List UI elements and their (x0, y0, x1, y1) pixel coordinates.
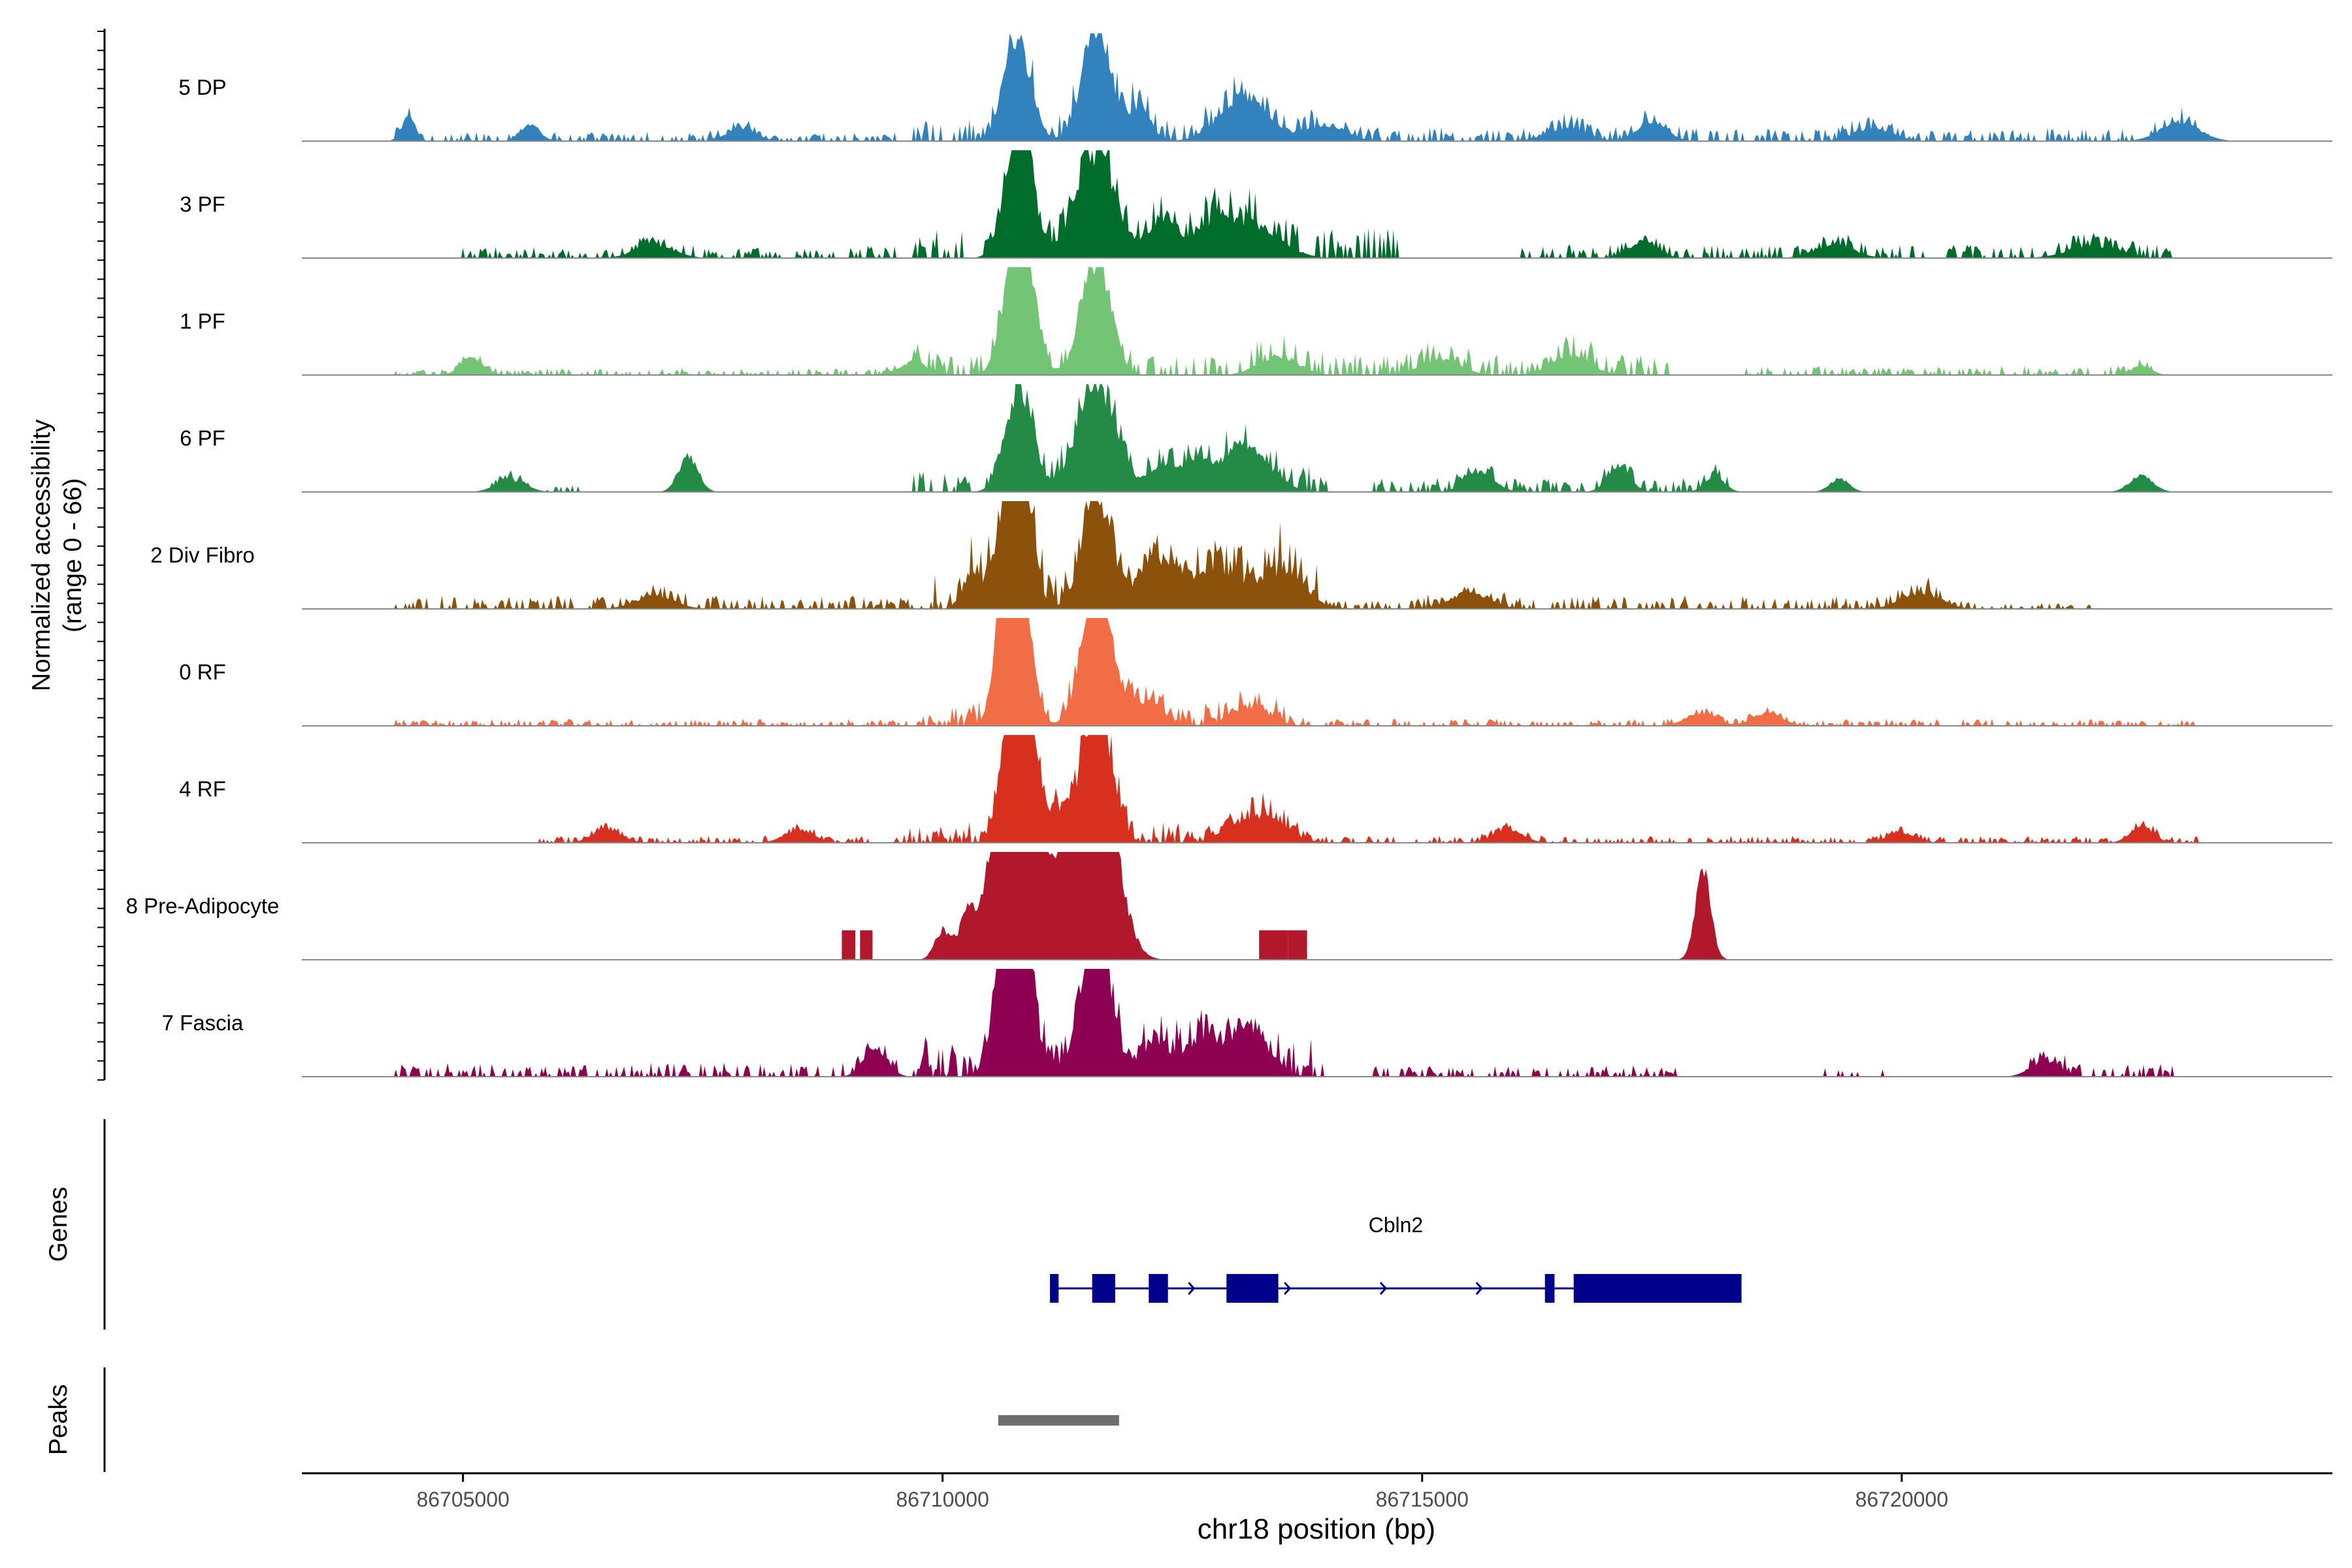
coverage-area-3 (302, 384, 2332, 492)
track-label-0: 5 DP (178, 75, 226, 99)
coverage-area-5 (302, 618, 2332, 726)
y-axis-title: Normalized accessibility (27, 419, 56, 691)
coverage-block-7-0 (841, 930, 856, 960)
track-label-4: 2 Div Fibro (150, 543, 255, 567)
x-tick-label-3: 86720000 (1855, 1488, 1948, 1511)
coverage-block-7-5 (1043, 927, 1058, 960)
x-axis-title: chr18 position (bp) (1198, 1513, 1435, 1545)
coverage-area-2 (302, 267, 2332, 375)
coverage-y-axis-ticks (97, 31, 105, 1081)
track-label-1: 3 PF (180, 192, 225, 216)
x-tick-label-1: 86710000 (896, 1488, 989, 1511)
coverage-area-1 (302, 150, 2332, 258)
coverage-area-7 (302, 852, 2332, 960)
gene-exon-0 (1050, 1274, 1059, 1303)
coverage-area-0 (302, 33, 2332, 141)
track-label-7: 8 Pre-Adipocyte (126, 894, 280, 918)
track-label-2: 1 PF (180, 309, 225, 333)
peak-regions (998, 1415, 1119, 1426)
strand-arrow (1188, 1282, 1196, 1295)
gene-exon-3 (1226, 1274, 1279, 1303)
x-tick-label-2: 86715000 (1376, 1488, 1469, 1511)
strand-arrow (1284, 1282, 1292, 1295)
coverage-area-4 (302, 501, 2332, 609)
coverage-block-7-1 (860, 930, 873, 960)
coverage-block-7-6 (1071, 927, 1085, 960)
coverage-tracks: 5 DP 3 PF 1 PF 6 PF 2 Div Fibro 0 RF 4 RF 8 Pre… (126, 33, 2332, 1077)
coverage-area-8 (302, 969, 2332, 1077)
strand-arrow (1379, 1282, 1387, 1295)
gene-name-label: Cbln2 (1369, 1213, 1424, 1237)
x-axis-ticks: 86705000 86710000 86715000 86720000 (416, 1473, 1948, 1511)
peak-region-0 (998, 1415, 1119, 1426)
x-tick-label-0: 86705000 (416, 1488, 509, 1511)
track-label-3: 6 PF (180, 426, 225, 450)
gene-exon-2 (1149, 1274, 1168, 1303)
gene-exon-1 (1092, 1274, 1115, 1303)
track-label-8: 7 Fascia (162, 1011, 244, 1035)
peaks-track-label: Peaks (44, 1384, 73, 1455)
y-axis-range-label: (range 0 - 66) (59, 478, 87, 632)
gene-model (1050, 1274, 1742, 1303)
gene-exon-4 (1544, 1274, 1555, 1303)
genes-track-label: Genes (44, 1187, 73, 1262)
coverage-area-6 (302, 735, 2332, 843)
coverage-block-7-2 (1259, 930, 1288, 960)
gene-exon-5 (1573, 1274, 1742, 1303)
track-label-5: 0 RF (179, 660, 226, 684)
strand-arrow (1475, 1282, 1483, 1295)
track-label-6: 4 RF (179, 777, 226, 801)
coverage-block-7-3 (1288, 930, 1307, 960)
coverage-block-7-4 (981, 894, 991, 960)
